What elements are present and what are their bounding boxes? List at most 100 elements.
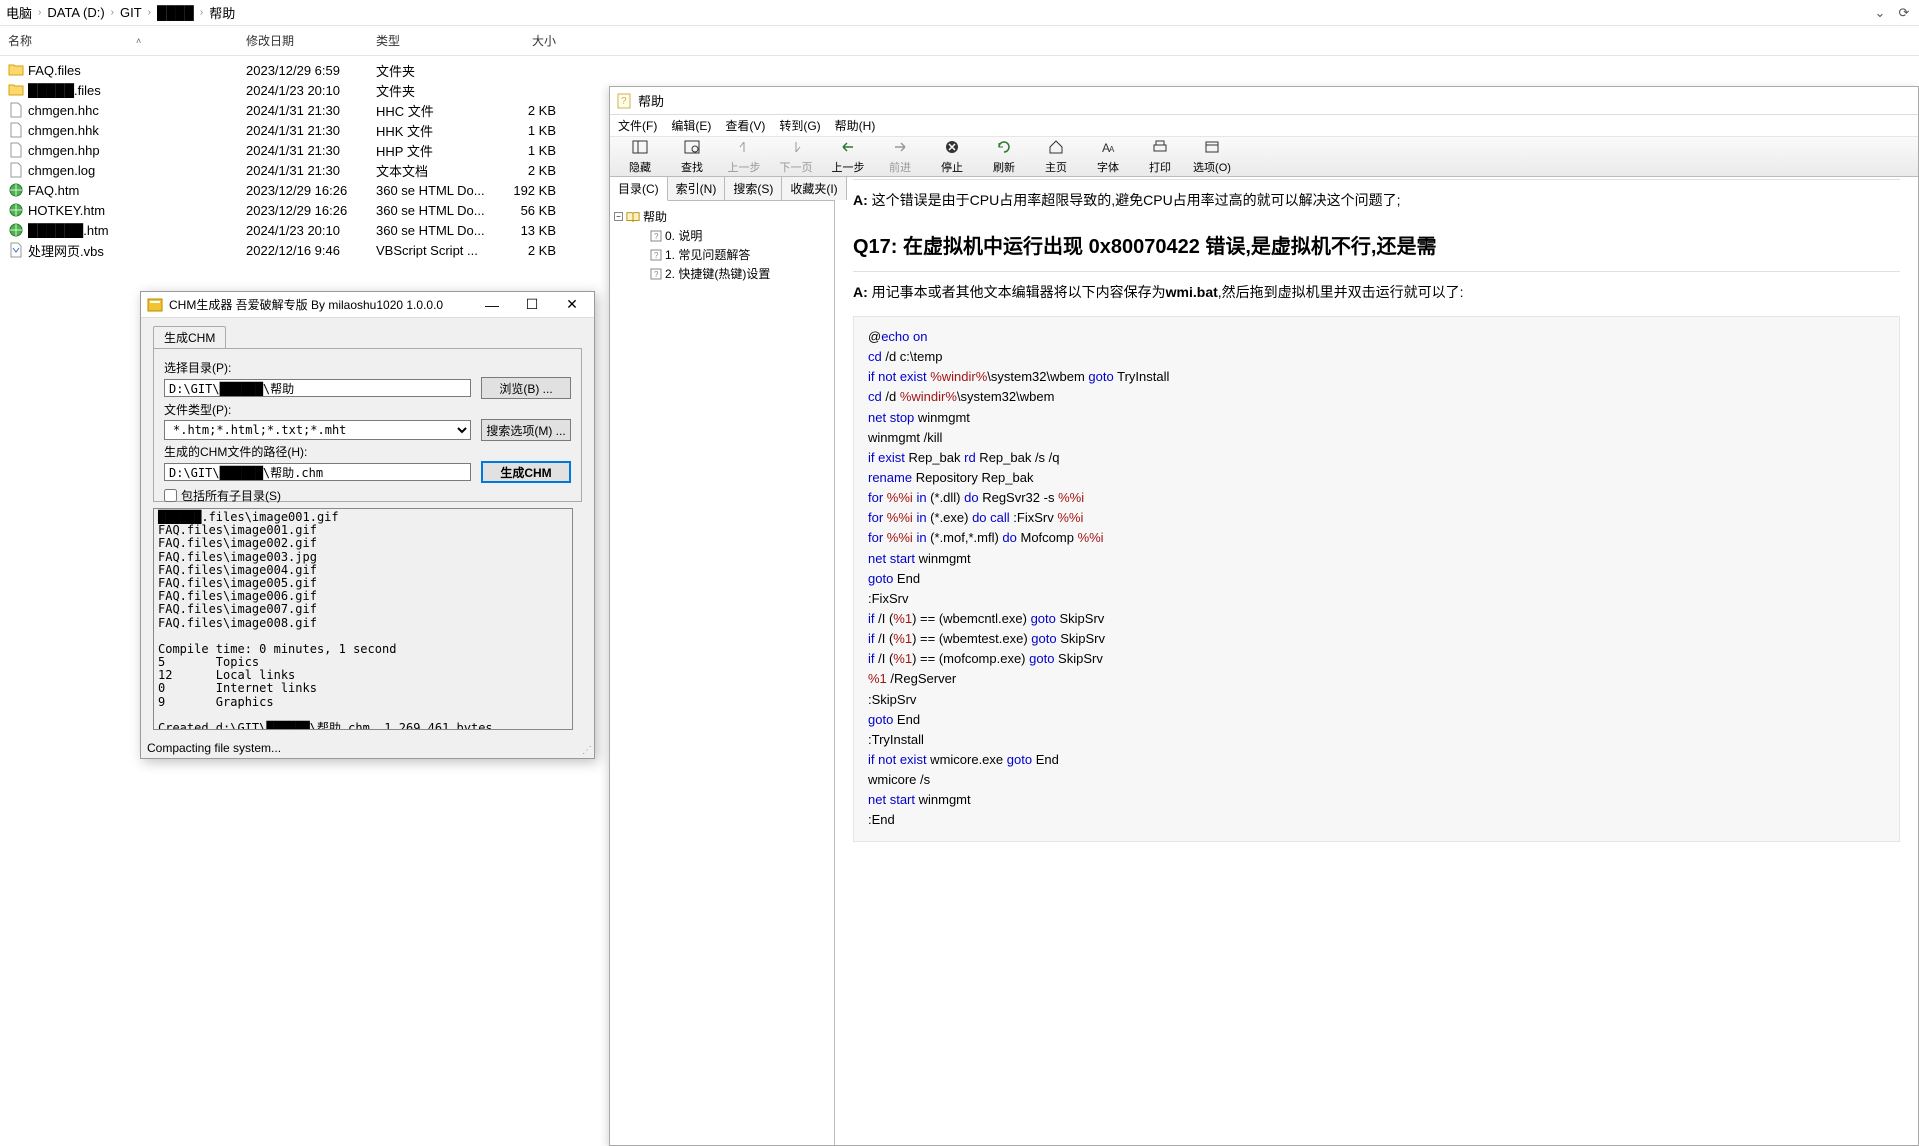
chm-titlebar[interactable]: CHM生成器 吾爱破解专版 By milaoshu1020 1.0.0.0 — … — [141, 292, 594, 318]
column-headers[interactable]: 名称˄ 修改日期 类型 大小 — [0, 26, 1919, 56]
file-name: chmgen.hhk — [28, 123, 246, 138]
page-icon: ? — [650, 249, 662, 261]
menu-view[interactable]: 查看(V) — [725, 117, 765, 134]
tab-generate-chm[interactable]: 生成CHM — [153, 326, 226, 348]
toolbar-label: 隐藏 — [629, 159, 651, 175]
include-subdirs-checkbox[interactable] — [164, 489, 177, 502]
maximize-button[interactable]: ☐ — [512, 293, 552, 317]
refresh-icon[interactable]: ⟳ — [1895, 4, 1913, 22]
col-type[interactable]: 类型 — [376, 32, 486, 49]
toolbar-home-button[interactable]: 主页 — [1030, 139, 1082, 175]
divider — [853, 179, 1900, 180]
minimize-button[interactable]: — — [472, 293, 512, 317]
file-type: HHC 文件 — [376, 101, 486, 120]
col-name[interactable]: 名称˄ — [8, 32, 246, 49]
help-content[interactable]: A: 这个错误是由于CPU占用率超限导致的,避免CPU占用率过高的就可以解决这个… — [835, 177, 1918, 1145]
nextpg-icon — [787, 139, 805, 158]
sort-asc-icon: ˄ — [136, 36, 141, 46]
toolbar-stop-button[interactable]: 停止 — [926, 139, 978, 175]
code-line: :FixSrv — [868, 589, 1885, 609]
a-prefix: A: — [853, 192, 868, 208]
close-button[interactable]: ✕ — [552, 293, 592, 317]
question-17-header: Q17: 在虚拟机中运行出现 0x80070422 错误,是虚拟机不行,还是需 — [853, 230, 1900, 259]
toolbar-label: 下一页 — [780, 159, 813, 175]
out-label: 生成的CHM文件的路径(H): — [164, 443, 571, 460]
tree-item-1[interactable]: ? 1. 常见问题解答 — [614, 245, 830, 264]
bc-1[interactable]: DATA (D:) — [47, 5, 104, 20]
dir-input[interactable] — [164, 379, 471, 397]
breadcrumb[interactable]: 电脑› DATA (D:)› GIT› ████› 帮助 — [6, 3, 235, 22]
file-date: 2024/1/31 21:30 — [246, 123, 376, 138]
code-line: winmgmt /kill — [868, 428, 1885, 448]
help-app-icon: ? — [616, 93, 632, 109]
tree-root[interactable]: − 帮助 — [614, 207, 830, 226]
statusbar: Compacting file system... ⋰ — [141, 738, 594, 758]
toolbar-font-button[interactable]: AA字体 — [1082, 139, 1134, 175]
code-line: if /I (%1) == (wbemcntl.exe) goto SkipSr… — [868, 609, 1885, 629]
a17-pre: 用记事本或者其他文本编辑器将以下内容保存为 — [872, 284, 1166, 300]
file-type: 360 se HTML Do... — [376, 183, 486, 198]
file-type: 文件夹 — [376, 81, 486, 100]
file-date: 2023/12/29 16:26 — [246, 183, 376, 198]
code-line: goto End — [868, 710, 1885, 730]
html-icon — [8, 222, 24, 238]
svg-text:?: ? — [654, 251, 659, 260]
explorer-actions: ⌄ ⟳ — [1871, 4, 1913, 22]
menu-goto[interactable]: 转到(G) — [779, 117, 820, 134]
file-size: 2 KB — [486, 163, 556, 178]
code-block[interactable]: @echo oncd /d c:\tempif not exist %windi… — [853, 316, 1900, 842]
bc-2[interactable]: GIT — [120, 5, 142, 20]
nav-tab-search[interactable]: 搜索(S) — [725, 177, 782, 200]
file-date: 2022/12/16 9:46 — [246, 243, 376, 258]
help-titlebar[interactable]: ? 帮助 — [610, 87, 1918, 115]
toolbar-back-button[interactable]: 上一步 — [822, 139, 874, 175]
tree-item-2[interactable]: ? 2. 快捷键(热键)设置 — [614, 264, 830, 283]
toolbar-hide-button[interactable]: 隐藏 — [614, 139, 666, 175]
include-subdirs-row: 包括所有子目录(S) — [164, 487, 571, 504]
code-line: for %%i in (*.mof,*.mfl) do Mofcomp %%i — [868, 528, 1885, 548]
log-output[interactable]: ██████.files\image001.gif FAQ.files\imag… — [153, 508, 573, 730]
file-date: 2024/1/31 21:30 — [246, 163, 376, 178]
generate-chm-button[interactable]: 生成CHM — [481, 461, 571, 483]
bc-4[interactable]: 帮助 — [209, 3, 235, 22]
file-icon — [8, 122, 24, 138]
help-viewer-window: ? 帮助 文件(F) 编辑(E) 查看(V) 转到(G) 帮助(H) 隐藏查找上… — [609, 86, 1919, 1146]
out-input[interactable] — [164, 463, 471, 481]
menu-edit[interactable]: 编辑(E) — [671, 117, 711, 134]
nav-tab-contents[interactable]: 目录(C) — [610, 177, 668, 201]
dropdown-icon[interactable]: ⌄ — [1871, 4, 1889, 22]
bc-3[interactable]: ████ — [157, 5, 194, 20]
a17-post: ,然后拖到虚拟机里并双击运行就可以了: — [1218, 284, 1464, 300]
book-open-icon — [626, 211, 640, 223]
file-icon — [8, 102, 24, 118]
toolbar-prev-button: 上一步 — [718, 139, 770, 175]
file-name: █████.files — [28, 83, 246, 98]
search-options-button[interactable]: 搜索选项(M) ... — [481, 419, 571, 441]
toolbar-nextpg-button: 下一页 — [770, 139, 822, 175]
col-date[interactable]: 修改日期 — [246, 32, 376, 49]
code-line: cd /d %windir%\system32\wbem — [868, 387, 1885, 407]
toolbar-options-button[interactable]: 选项(O) — [1186, 139, 1238, 175]
resize-grip-icon[interactable]: ⋰ — [582, 745, 592, 756]
type-select[interactable]: *.htm;*.html;*.txt;*.mht — [164, 420, 471, 440]
help-menubar: 文件(F) 编辑(E) 查看(V) 转到(G) 帮助(H) — [610, 115, 1918, 137]
tree-item-0[interactable]: ? 0. 说明 — [614, 226, 830, 245]
code-line: cd /d c:\temp — [868, 347, 1885, 367]
toolbar-refresh-button[interactable]: 刷新 — [978, 139, 1030, 175]
file-size: 13 KB — [486, 223, 556, 238]
browse-button[interactable]: 浏览(B) ... — [481, 377, 571, 399]
help-nav-panel: 目录(C) 索引(N) 搜索(S) 收藏夹(I) − 帮助 ? 0. 说明 ? … — [610, 177, 835, 1145]
file-name: FAQ.htm — [28, 183, 246, 198]
toolbar-find-button[interactable]: 查找 — [666, 139, 718, 175]
toolbar-label: 主页 — [1045, 159, 1067, 175]
file-size: 192 KB — [486, 183, 556, 198]
file-row[interactable]: FAQ.files2023/12/29 6:59文件夹 — [0, 60, 1919, 80]
collapse-icon[interactable]: − — [614, 212, 623, 221]
bc-0[interactable]: 电脑 — [6, 3, 32, 22]
menu-file[interactable]: 文件(F) — [618, 117, 657, 134]
menu-help[interactable]: 帮助(H) — [835, 117, 876, 134]
toolbar-print-button[interactable]: 打印 — [1134, 139, 1186, 175]
col-size[interactable]: 大小 — [486, 32, 556, 49]
nav-tab-index[interactable]: 索引(N) — [668, 177, 726, 200]
file-type: VBScript Script ... — [376, 243, 486, 258]
